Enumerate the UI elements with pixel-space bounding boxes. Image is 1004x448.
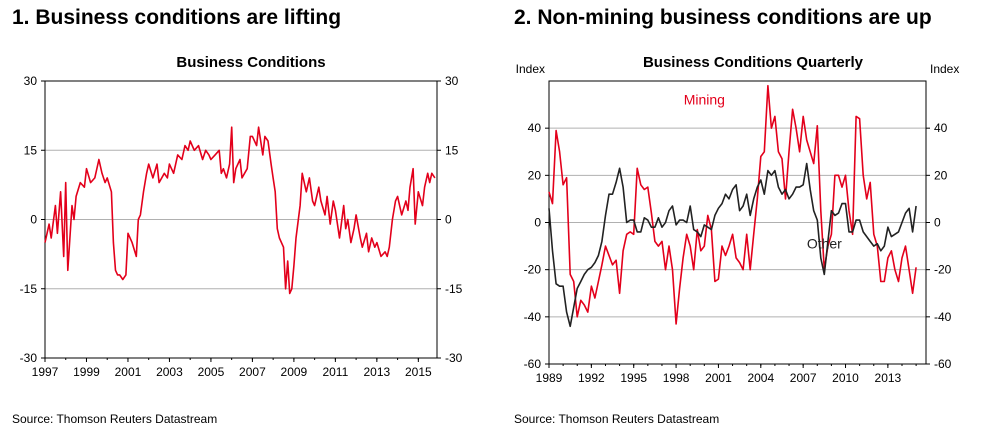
series-label-other: Other [807, 235, 842, 251]
x-tick-label: 2009 [281, 365, 308, 379]
y-tick-label-right: 0 [445, 213, 452, 227]
y-tick-label-right: 15 [445, 143, 459, 157]
y-tick-label-right: -40 [934, 310, 952, 324]
x-tick-label: 1998 [663, 371, 690, 385]
panel-business-conditions: 1. Business conditions are lifting Busin… [12, 6, 463, 426]
series-line-business-conditions [44, 126, 436, 295]
x-tick-label: 1999 [73, 365, 100, 379]
y-axis-label-left: Index [516, 62, 545, 76]
x-tick-label: 1997 [32, 365, 59, 379]
x-tick-label: 2013 [364, 365, 391, 379]
chart-title: Business Conditions [176, 54, 326, 71]
panel-heading: 1. Business conditions are lifting [12, 6, 342, 29]
y-tick-label-left: -20 [524, 263, 542, 277]
x-tick-label: 2003 [156, 365, 183, 379]
y-tick-label-left: -60 [524, 357, 542, 371]
y-tick-label-right: -20 [934, 263, 952, 277]
series-line-mining [548, 84, 917, 325]
y-tick-label-right: -15 [445, 282, 463, 296]
y-tick-label-right: 30 [445, 74, 459, 88]
y-tick-label-right: -30 [445, 351, 463, 365]
x-tick-label: 2015 [405, 365, 432, 379]
x-tick-label: 2001 [115, 365, 142, 379]
x-tick-label: 1995 [620, 371, 647, 385]
y-tick-label-left: -15 [20, 282, 38, 296]
series-label-mining: Mining [684, 92, 725, 108]
x-tick-label: 1992 [578, 371, 605, 385]
chart-title: Business Conditions Quarterly [642, 54, 864, 71]
y-tick-label-right: 40 [934, 121, 948, 135]
y-tick-label-right: -60 [934, 357, 952, 371]
panel-heading: 2. Non-mining business conditions are up [514, 6, 932, 29]
y-tick-label-left: -40 [524, 310, 542, 324]
y-tick-label-left: 40 [528, 121, 542, 135]
x-tick-label: 2007 [790, 371, 817, 385]
source-note: Source: Thomson Reuters Datastream [514, 412, 720, 426]
x-tick-label: 2004 [747, 371, 774, 385]
business-conditions-quarterly-chart: -60 -60 -40 -40 -20 -20 0 0 20 20 40 40 1989 1992 1995… [516, 62, 960, 385]
y-tick-label-right: 0 [934, 216, 941, 230]
x-tick-label: 2010 [832, 371, 859, 385]
y-tick-label-left: -30 [20, 351, 38, 365]
x-tick-label: 1989 [536, 371, 563, 385]
y-tick-label-left: 20 [528, 168, 542, 182]
x-tick-label: 2011 [322, 365, 348, 379]
y-tick-label-left: 0 [534, 216, 541, 230]
series-line-other [548, 162, 917, 328]
x-tick-label: 2013 [875, 371, 902, 385]
source-note: Source: Thomson Reuters Datastream [12, 412, 218, 426]
x-tick-label: 2007 [239, 365, 266, 379]
panel-business-conditions-quarterly: 2. Non-mining business conditions are up… [502, 0, 1004, 448]
y-tick-label-left: 30 [24, 74, 38, 88]
business-conditions-chart: -30 -30 -15 -15 0 0 15 15 30 30 1997 1999 2001 2003 20… [20, 74, 463, 379]
y-axis-label-right: Index [930, 62, 959, 76]
x-tick-label: 2005 [198, 365, 225, 379]
x-tick-label: 2001 [705, 371, 732, 385]
y-tick-label-left: 15 [24, 143, 38, 157]
y-tick-label-right: 20 [934, 168, 948, 182]
y-tick-label-left: 0 [30, 213, 37, 227]
